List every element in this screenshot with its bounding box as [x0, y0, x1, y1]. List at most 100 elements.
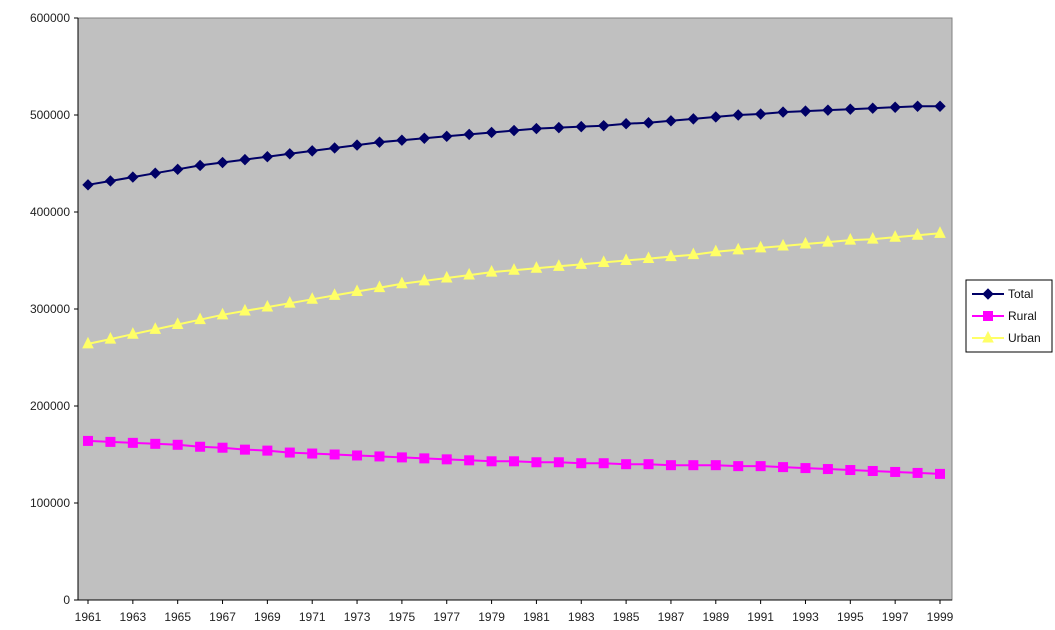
data-point-total: [171, 163, 184, 176]
data-point-urban: [575, 257, 588, 269]
data-point-rural: [890, 466, 901, 477]
series-rural: [83, 435, 945, 479]
data-point-rural: [329, 449, 340, 460]
data-point-rural: [800, 463, 811, 474]
data-point-urban: [889, 230, 901, 242]
data-point-total: [284, 148, 296, 160]
data-point-rural: [396, 452, 407, 463]
data-point-urban: [934, 226, 946, 238]
data-point-rural: [509, 456, 519, 467]
data-point-total: [104, 175, 117, 187]
y-tick-label: 100000: [30, 496, 70, 510]
data-point-urban: [440, 270, 453, 283]
data-point-total: [620, 118, 632, 130]
data-point-total: [665, 115, 677, 127]
x-tick-label: 1965: [164, 610, 191, 624]
data-point-rural: [867, 465, 878, 476]
data-point-urban: [396, 276, 408, 289]
data-point-rural: [262, 445, 273, 456]
data-point-total: [844, 103, 857, 115]
data-point-rural: [845, 465, 856, 476]
data-point-total: [732, 109, 744, 121]
x-tick-label: 1961: [75, 610, 102, 624]
data-point-rural: [643, 459, 654, 470]
legend-marker: [983, 311, 993, 321]
series-total: [82, 100, 946, 191]
series-group: [82, 100, 946, 479]
data-point-total: [754, 108, 767, 120]
data-point-total: [934, 100, 946, 112]
data-point-rural: [217, 442, 228, 453]
data-point-rural: [486, 456, 497, 467]
x-tick-label: 1993: [792, 610, 819, 624]
legend: Total Rural Urban: [965, 279, 1053, 353]
data-point-total: [777, 106, 789, 118]
data-point-urban: [665, 249, 677, 262]
data-point-total: [441, 130, 453, 143]
data-point-rural: [150, 438, 161, 449]
data-point-rural: [307, 448, 318, 459]
data-point-urban: [82, 336, 94, 349]
data-point-total: [194, 159, 206, 172]
x-tick-label: 1977: [433, 610, 460, 624]
y-tick-label: 600000: [30, 11, 70, 25]
x-tick-label: 1973: [344, 610, 371, 624]
data-point-rural: [352, 450, 363, 461]
data-point-total: [642, 117, 655, 129]
data-point-rural: [778, 462, 789, 473]
data-point-rural: [531, 457, 542, 468]
data-point-urban: [642, 251, 655, 264]
x-tick-label: 1989: [702, 610, 729, 624]
data-point-total: [799, 105, 812, 117]
series-urban: [82, 226, 946, 349]
data-point-total: [889, 101, 901, 113]
legend-marker: [982, 288, 994, 300]
data-point-total: [553, 121, 565, 134]
data-point-urban: [194, 312, 206, 325]
data-point-urban: [844, 233, 857, 245]
data-point-total: [149, 167, 161, 179]
data-point-total: [127, 171, 139, 183]
data-point-urban: [149, 322, 162, 334]
legend-label: Rural: [1008, 309, 1037, 323]
data-point-urban: [328, 288, 341, 300]
data-point-rural: [621, 459, 632, 470]
data-point-urban: [799, 236, 812, 249]
x-tick-label: 1967: [209, 610, 236, 624]
data-point-urban: [553, 259, 565, 271]
data-point-rural: [284, 447, 295, 458]
legend-marker: [982, 330, 994, 343]
data-point-rural: [710, 460, 721, 471]
data-point-urban: [822, 234, 834, 247]
data-point-rural: [105, 436, 116, 447]
x-tick-label: 1979: [478, 610, 505, 624]
x-tick-label: 1983: [568, 610, 595, 624]
legend-item-total: Total: [972, 287, 1033, 301]
data-point-rural: [127, 437, 138, 448]
y-tick-label: 0: [63, 593, 70, 607]
data-point-urban: [171, 317, 184, 330]
data-point-urban: [418, 273, 431, 286]
data-point-urban: [732, 242, 745, 255]
data-point-total: [216, 156, 229, 169]
x-tick-label: 1963: [119, 610, 146, 624]
x-tick-label: 1999: [927, 610, 954, 624]
x-tick-label: 1969: [254, 610, 281, 624]
data-point-urban: [306, 292, 319, 304]
x-tick-label: 1985: [613, 610, 640, 624]
data-point-total: [239, 153, 251, 166]
data-point-total: [82, 179, 94, 191]
legend-item-urban: Urban: [972, 330, 1041, 345]
y-tick-label: 300000: [30, 302, 70, 316]
data-point-total: [867, 102, 879, 114]
data-point-total: [822, 104, 834, 116]
data-point-urban: [620, 253, 632, 265]
data-point-urban: [127, 327, 139, 339]
data-point-rural: [576, 458, 587, 469]
data-point-urban: [351, 284, 363, 297]
x-tick-label: 1987: [658, 610, 685, 624]
data-point-rural: [195, 441, 206, 452]
data-point-rural: [598, 458, 609, 469]
data-point-urban: [597, 255, 610, 267]
x-tick-label: 1971: [299, 610, 326, 624]
